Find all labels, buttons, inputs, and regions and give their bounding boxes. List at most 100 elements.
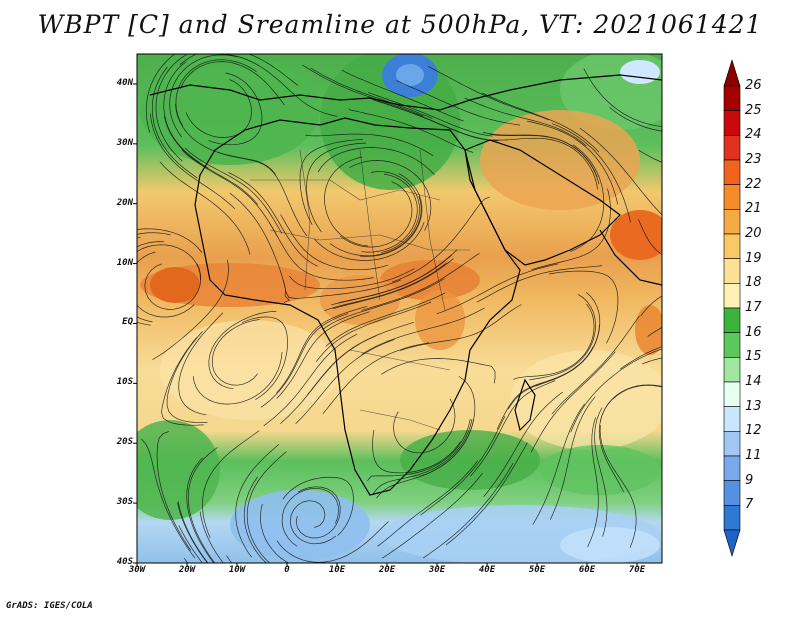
streamline [141, 438, 196, 559]
streamline [372, 430, 461, 474]
streamline [260, 503, 290, 563]
streamline [137, 251, 195, 318]
colorbar-label: 20 [745, 226, 762, 241]
streamline [532, 403, 585, 525]
streamline [530, 351, 616, 453]
streamline [549, 270, 619, 344]
colorbar-swatch [723, 480, 741, 506]
streamline [638, 219, 662, 255]
streamline [361, 252, 480, 311]
colorbar-label: 24 [745, 127, 762, 143]
streamline [583, 68, 662, 127]
streamline [640, 295, 662, 317]
streamline [330, 195, 422, 257]
streamline [579, 127, 662, 216]
streamline [268, 222, 374, 281]
streamline [152, 259, 229, 360]
streamline [305, 133, 434, 157]
streamline [246, 451, 287, 563]
colorbar-swatch [723, 184, 741, 210]
streamline [368, 97, 494, 141]
map-title: WBPT [C] and Sreamline at 500hPa, VT: 20… [37, 10, 763, 39]
colorbar-swatch [723, 209, 741, 235]
streamline [482, 92, 600, 153]
streamline [513, 303, 595, 380]
streamline [156, 431, 192, 551]
streamline [282, 279, 401, 299]
streamline [276, 306, 368, 394]
footer-credit: GrADS: IGES/COLA [6, 601, 93, 611]
streamline [180, 61, 285, 106]
streamline [184, 147, 283, 234]
streamline [482, 132, 598, 178]
streamline [381, 358, 496, 384]
colorbar-swatch [723, 233, 741, 259]
streamline [599, 384, 662, 422]
colorbar-label: 7 [745, 497, 754, 513]
streamline [317, 147, 435, 175]
streamline [150, 113, 236, 210]
streamline [306, 142, 367, 233]
lat-label: 30S [116, 497, 133, 508]
lat-label: 30N [116, 137, 133, 148]
streamline [179, 54, 299, 86]
streamline [217, 152, 308, 237]
streamline [282, 476, 354, 536]
colorbar-swatch [723, 307, 741, 333]
streamline [155, 54, 189, 162]
colorbar-label: 12 [745, 423, 762, 439]
streamline [211, 319, 260, 386]
streamline [315, 301, 432, 363]
streamline [181, 149, 279, 238]
streamline [492, 137, 598, 190]
streamline [361, 173, 418, 253]
streamline [178, 312, 224, 416]
streamline [599, 425, 637, 548]
streamline [445, 442, 528, 546]
streamline [612, 385, 662, 400]
streamline [367, 92, 493, 137]
colorbar-bottom-arrow [723, 529, 741, 558]
colorbar-swatch [723, 332, 741, 358]
lon-label: 30E [428, 565, 446, 575]
streamline [161, 337, 204, 426]
streamline [166, 331, 208, 424]
colorbar-swatch [723, 258, 741, 284]
lon-label: 60E [578, 565, 596, 575]
colorbar-swatch [723, 381, 741, 407]
lon-label: 50E [528, 565, 546, 575]
lat-label: 20N [116, 197, 133, 208]
streamline [228, 172, 318, 267]
wbpt-field [137, 54, 662, 563]
lat-label: EQ [122, 317, 133, 328]
streamline [310, 67, 433, 119]
streamline [208, 311, 277, 390]
colorbar-label: 26 [745, 78, 762, 93]
streamline [436, 263, 559, 315]
streamline [302, 64, 424, 117]
streamline [323, 278, 445, 330]
colorbar-swatch [723, 357, 741, 383]
colorbar-label: 13 [745, 398, 762, 414]
streamline [151, 66, 198, 179]
streamline [276, 311, 370, 399]
lon-label: 30W [128, 565, 146, 575]
streamline [202, 430, 260, 538]
streamline [289, 500, 337, 545]
streamline [186, 457, 215, 563]
colorbar-label: 17 [745, 300, 762, 315]
streamline [307, 321, 414, 396]
streamline [427, 65, 549, 121]
streamline [175, 103, 276, 175]
streamline [145, 54, 176, 133]
streamline [507, 324, 600, 410]
streamline [418, 376, 476, 478]
streamline [423, 462, 514, 559]
streamline [338, 249, 458, 303]
streamline [377, 460, 478, 547]
streamline [393, 398, 456, 454]
lon-label: 20E [378, 565, 396, 575]
colorbar-label: 23 [745, 152, 762, 167]
colorbar-swatch [723, 283, 741, 309]
colorbar-label: 16 [745, 324, 762, 340]
